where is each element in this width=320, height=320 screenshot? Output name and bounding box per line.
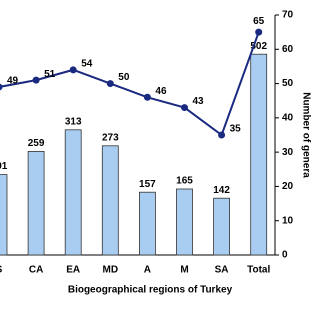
line-value-label: 51 — [44, 69, 56, 80]
bar-value-label: 142 — [213, 185, 230, 196]
bar — [213, 197, 231, 256]
x-tick-label: SA — [215, 265, 229, 276]
bar-value-label: 165 — [176, 176, 193, 187]
y2-tick-label: 70 — [282, 10, 294, 21]
x-tick-label: MD — [103, 265, 119, 276]
bar — [138, 191, 156, 256]
bar — [64, 129, 82, 256]
x-tick-label: S — [0, 265, 3, 276]
bar-value-label: 273 — [102, 132, 119, 143]
line-marker — [0, 83, 3, 91]
x-tick-label: EA — [66, 265, 80, 276]
line-value-label: 43 — [193, 96, 205, 107]
line-marker — [181, 104, 188, 112]
y2-tick-label: 60 — [282, 44, 294, 55]
line-series — [0, 31, 260, 137]
line-value-label: 35 — [230, 124, 242, 135]
x-axis-title: Biogeographical regions of Turkey — [68, 285, 233, 296]
y2-tick-label: 50 — [282, 78, 294, 89]
y2-axis-title: Number of genera — [300, 92, 311, 178]
bar-value-label: 502 — [250, 41, 267, 52]
bar-value-label: 259 — [28, 138, 45, 149]
bar-value-label: 201 — [0, 161, 8, 172]
x-tick-label: CA — [29, 265, 43, 276]
bar-value-label: 157 — [139, 179, 156, 190]
bar — [27, 150, 45, 256]
y2-tick-label: 30 — [282, 147, 294, 158]
line-value-label: 49 — [7, 76, 19, 87]
line-marker — [32, 76, 40, 84]
bar — [250, 53, 268, 256]
bar — [176, 188, 193, 256]
bar-value-label: 313 — [65, 116, 82, 127]
line-marker — [255, 28, 263, 36]
y2-tick-label: 20 — [282, 181, 294, 192]
line-value-label: 50 — [118, 72, 130, 83]
line-value-label: 65 — [253, 16, 265, 27]
bar — [101, 145, 119, 256]
x-tick-label: A — [144, 265, 151, 276]
line-marker — [69, 66, 77, 74]
bar — [0, 174, 8, 256]
line-value-label: 54 — [81, 58, 93, 69]
x-tick-label: Total — [247, 265, 270, 276]
line-marker — [106, 80, 114, 88]
line-marker — [218, 131, 226, 139]
x-tick-label: M — [180, 265, 188, 276]
y2-tick-label: 0 — [282, 250, 288, 261]
line-value-label: 46 — [155, 86, 167, 97]
y2-tick-label: 10 — [282, 215, 294, 226]
y2-tick-label: 40 — [282, 112, 294, 123]
line-marker — [143, 93, 151, 101]
